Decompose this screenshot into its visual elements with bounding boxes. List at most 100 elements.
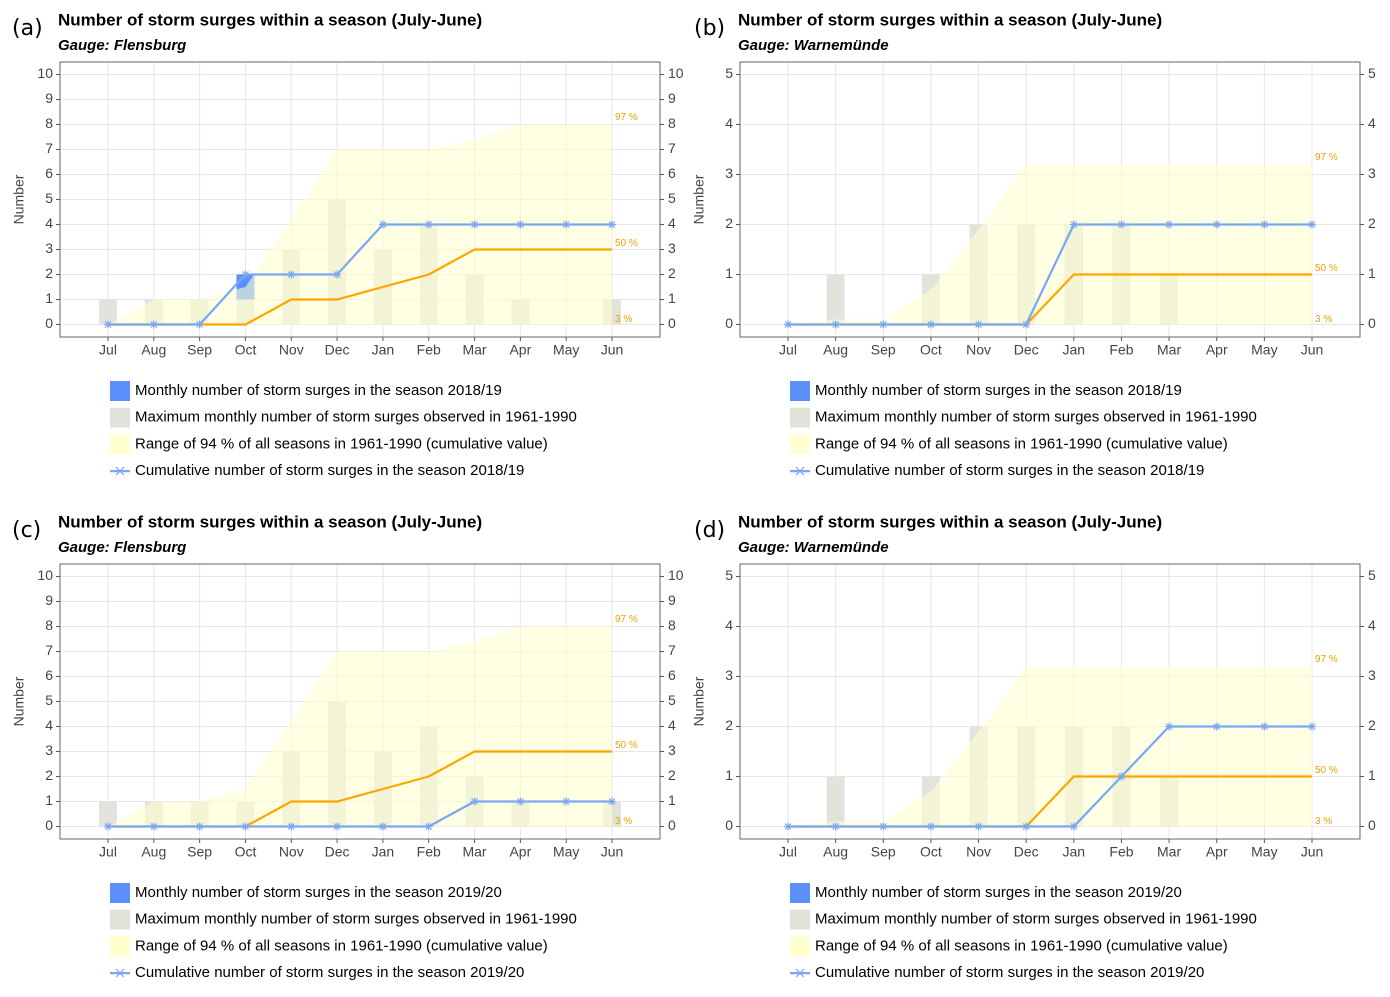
- chart-subtitle: Gauge: Flensburg: [58, 539, 186, 556]
- legend-label: Maximum monthly number of storm surges o…: [135, 409, 577, 426]
- x-tick-label: Dec: [325, 342, 350, 358]
- line-marker: [424, 822, 433, 831]
- line-marker: [562, 220, 571, 229]
- line-marker: [1260, 722, 1269, 731]
- x-tick-label: May: [553, 844, 579, 860]
- y-tick-label: 5: [45, 692, 53, 708]
- legend-key: [790, 883, 810, 903]
- line-marker: [1069, 822, 1078, 831]
- band-label: 50 %: [615, 238, 638, 249]
- legend-key: [115, 466, 125, 476]
- y2-tick-label: 7: [668, 642, 676, 658]
- y2-tick-label: 4: [668, 717, 676, 733]
- y-tick-label: 3: [725, 165, 733, 181]
- y2-tick-label: 3: [1368, 165, 1376, 181]
- y2-tick-label: 3: [668, 240, 676, 256]
- y2-tick-label: 10: [668, 65, 684, 81]
- x-tick-label: Jul: [99, 844, 117, 860]
- x-tick-label: Nov: [966, 342, 991, 358]
- line-marker: [562, 797, 571, 806]
- x-tick-label: Jun: [601, 844, 624, 860]
- line-marker: [1260, 220, 1269, 229]
- cumulative-line: [788, 223, 1312, 326]
- line-marker: [287, 822, 296, 831]
- panel-label: (d): [694, 518, 725, 543]
- x-tick-label: Nov: [279, 342, 304, 358]
- band-label: 50 %: [1315, 765, 1338, 776]
- y-tick-label: 2: [45, 767, 53, 783]
- y-axis-label: Number: [11, 174, 27, 224]
- line-marker: [424, 220, 433, 229]
- line-marker: [926, 320, 935, 329]
- y2-tick-label: 1: [1368, 265, 1376, 281]
- y2-tick-label: 8: [668, 617, 676, 633]
- x-tick-label: Oct: [920, 342, 942, 358]
- y2-tick-label: 1: [668, 792, 676, 808]
- y-tick-label: 2: [45, 265, 53, 281]
- y-axis-label: Number: [691, 676, 707, 726]
- legend-label: Range of 94 % of all seasons in 1961-199…: [135, 937, 548, 954]
- x-tick-label: Aug: [823, 342, 848, 358]
- band-label: 3 %: [1315, 314, 1332, 325]
- y-axis-label: Number: [691, 174, 707, 224]
- x-tick-label: Nov: [279, 844, 304, 860]
- y-tick-label: 2: [725, 215, 733, 231]
- line-marker: [1165, 220, 1174, 229]
- legend-label: Range of 94 % of all seasons in 1961-199…: [815, 435, 1228, 452]
- range-band: [788, 164, 1312, 325]
- line-marker: [104, 320, 112, 329]
- line-marker: [784, 822, 792, 831]
- y2-tick-label: 1: [668, 290, 676, 306]
- y2-tick-label: 3: [1368, 667, 1376, 683]
- y2-tick-label: 1: [1368, 767, 1376, 783]
- legend-key: [790, 936, 810, 957]
- bar: [99, 801, 117, 827]
- line-marker: [1117, 220, 1126, 229]
- x-tick-label: Jan: [372, 342, 395, 358]
- band-label: 50 %: [615, 740, 638, 751]
- legend-label: Range of 94 % of all seasons in 1961-199…: [815, 937, 1228, 954]
- line-marker: [287, 270, 296, 279]
- y-tick-label: 8: [45, 617, 53, 633]
- line-marker: [149, 320, 158, 329]
- legend-key: [110, 936, 130, 957]
- y-tick-label: 6: [45, 667, 53, 683]
- y-axis-label: Number: [11, 676, 27, 726]
- x-tick-label: Jun: [601, 342, 624, 358]
- band-label: 50 %: [1315, 263, 1338, 274]
- x-tick-label: Sep: [871, 342, 896, 358]
- y-tick-label: 5: [725, 65, 733, 81]
- x-tick-label: Nov: [966, 844, 991, 860]
- y2-tick-label: 8: [668, 115, 676, 131]
- cumulative-line: [788, 725, 1312, 828]
- y-tick-label: 10: [37, 65, 53, 81]
- legend-key: [115, 968, 125, 978]
- x-tick-label: Jul: [99, 342, 117, 358]
- x-tick-label: Dec: [325, 844, 350, 860]
- y-tick-label: 3: [725, 667, 733, 683]
- y-tick-label: 0: [725, 817, 733, 833]
- x-tick-label: Jan: [372, 844, 395, 860]
- band-label: 97 %: [615, 112, 638, 123]
- y2-tick-label: 7: [668, 140, 676, 156]
- y-tick-label: 4: [45, 215, 53, 231]
- line-marker: [926, 822, 935, 831]
- y2-tick-label: 2: [1368, 215, 1376, 231]
- y2-tick-label: 0: [1368, 817, 1376, 833]
- y2-tick-label: 4: [668, 215, 676, 231]
- legend-key: [795, 466, 805, 476]
- line-marker: [1022, 320, 1031, 329]
- band-label: 3 %: [615, 314, 632, 325]
- legend-label: Cumulative number of storm surges in the…: [815, 964, 1204, 981]
- band-label: 97 %: [615, 614, 638, 625]
- x-tick-label: Jul: [779, 342, 797, 358]
- x-tick-label: May: [553, 342, 579, 358]
- line-marker: [974, 822, 983, 831]
- band-label: 3 %: [1315, 816, 1332, 827]
- panel-label: (c): [12, 518, 41, 543]
- x-tick-label: Sep: [187, 844, 212, 860]
- y-tick-label: 0: [45, 315, 53, 331]
- line-marker: [608, 220, 616, 229]
- y-tick-label: 0: [45, 817, 53, 833]
